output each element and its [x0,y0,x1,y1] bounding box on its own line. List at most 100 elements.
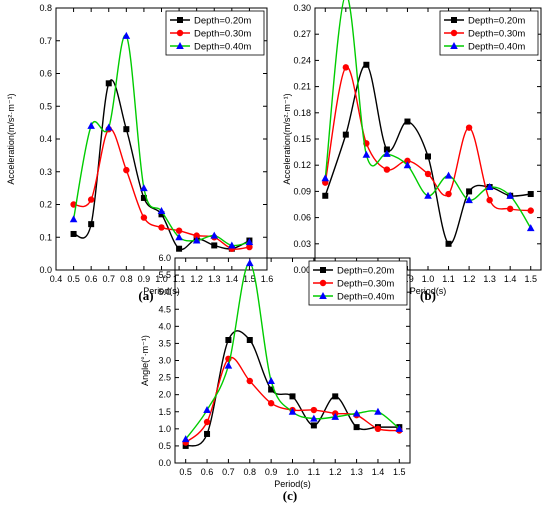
data-point [486,196,493,204]
legend-label: Depth=0.30m [337,279,394,290]
y-tick-label: 5.5 [158,270,171,280]
y-tick-label: 0.5 [39,101,52,111]
y-tick-label: 0.21 [293,82,311,92]
data-point [342,64,350,71]
y-tick-label: 0.06 [293,213,311,223]
y-tick-label: 0.12 [293,160,311,170]
data-point [404,118,411,125]
data-point [105,80,112,87]
data-point [175,227,183,234]
data-point [158,211,165,218]
data-point [526,224,535,232]
series-2 [70,125,253,252]
data-point [158,224,165,231]
data-point [210,231,219,239]
data-point [104,123,113,131]
x-tick-label: 1.2 [329,467,342,477]
data-point [268,386,275,393]
legend-label: Depth=0.20m [337,266,394,277]
y-tick-label: 0.8 [39,3,52,13]
x-tick-label: 0.5 [179,467,192,477]
x-tick-label: 1.2 [463,274,476,284]
x-tick-label: 1.3 [208,274,221,284]
x-tick-label: 1.1 [308,467,321,477]
y-tick-label: 1.5 [158,407,171,417]
x-tick-label: 1.0 [155,274,168,284]
x-tick-label: 0.5 [67,274,80,284]
data-point [267,377,275,384]
y-axis-label: Acceleration(m/s²·m⁻¹) [282,93,292,184]
y-tick-label: 2.5 [158,373,171,383]
series-3 [321,0,535,232]
legend-label: Depth=0.40m [337,292,394,303]
data-point [332,393,339,400]
data-point [466,188,473,195]
data-point [182,442,189,449]
data-point [70,230,77,237]
data-point [192,236,201,244]
y-tick-label: 1.0 [158,424,171,434]
y-tick-label: 0.0 [39,265,52,275]
x-tick-label: 0.9 [265,467,278,477]
x-tick-label: 1.0 [422,274,435,284]
data-point [321,174,330,182]
data-point [310,414,318,422]
data-point [450,29,458,37]
data-point [245,259,254,267]
y-tick-label: 0.09 [293,186,311,196]
data-point [395,424,404,432]
y-axis-label: Angle(°·m⁻¹) [140,335,150,386]
chart-panel-2: 0.50.60.70.80.91.01.11.21.31.41.50.000.0… [282,0,542,303]
x-tick-label: 1.1 [173,274,186,284]
data-point [352,409,361,417]
data-point [374,425,382,433]
x-tick-label: 1.5 [243,274,256,284]
y-tick-label: 4.0 [158,321,171,331]
y-tick-label: 0.24 [293,55,311,65]
data-point [140,214,148,221]
data-point [506,205,514,213]
chart-panel-1: 0.4 0.5 0.6 0.7 0.8 0.9 1.0 1.1 1.2 1.3 1.4 1.5 1.6 0… [6,3,273,303]
x-tick-label: 1.3 [483,274,496,284]
panel-label: (c) [283,488,297,503]
y-tick-label: 0.6 [39,69,52,79]
y-tick-label: 2.0 [158,390,171,400]
series-3 [69,31,254,249]
data-point [383,146,390,153]
y-tick-label: 0.30 [293,3,311,13]
x-axis-label: Period(s) [143,286,180,296]
data-point [193,232,200,239]
y-tick-label: 0.1 [39,232,52,242]
x-tick-label: 1.6 [261,274,274,284]
legend-label: Depth=0.30m [468,29,525,40]
x-tick-label: 1.0 [286,467,299,477]
data-point [319,279,327,287]
data-point [246,337,253,343]
data-point [157,207,166,215]
data-point [87,121,95,129]
x-tick-label: 1.5 [524,274,537,284]
data-point [383,149,391,157]
data-point [527,191,534,198]
data-point [451,17,457,23]
data-point [485,183,494,191]
data-point [288,407,297,415]
y-tick-label: 0.2 [39,200,52,210]
data-point [123,166,130,174]
y-tick-label: 5.0 [158,287,171,297]
data-point [246,243,253,251]
data-point [450,42,458,49]
x-tick-label: 1.4 [372,467,385,477]
data-point [88,221,95,228]
data-point [383,166,391,173]
x-axis-label: Period(s) [274,479,311,489]
data-point [87,196,95,203]
y-tick-label: 0.0 [158,458,171,468]
x-tick-label: 0.7 [222,467,235,477]
legend-label: Depth=0.20m [468,16,525,27]
data-point [425,153,431,160]
legend: Depth=0.20m Depth=0.30m Depth=0.40m [439,10,539,56]
y-tick-label: 0.7 [39,36,52,46]
data-point [224,361,233,369]
